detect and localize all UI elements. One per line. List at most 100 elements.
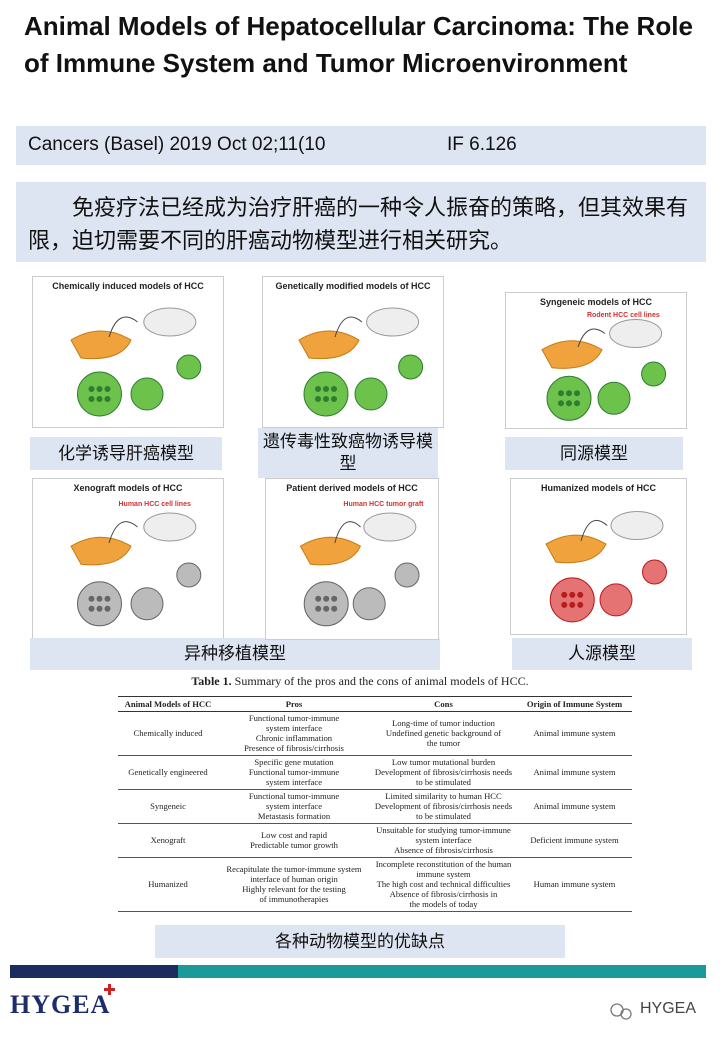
illustration-shape xyxy=(610,511,664,540)
cell-line: Specific gene mutation xyxy=(254,757,334,767)
table-cell: Animal immune system xyxy=(517,755,632,790)
figure-title: Syngeneic models of HCC xyxy=(539,297,653,307)
figure-label: Human HCC tumor graft xyxy=(343,501,424,509)
cell-line: Low cost and rapid xyxy=(260,830,328,840)
illustration xyxy=(70,512,202,627)
column-header: Pros xyxy=(218,696,370,712)
illustration xyxy=(299,512,420,627)
table-cell: Limited similarity to human HCC Developme… xyxy=(370,789,517,824)
column-header: Origin of Immune System xyxy=(517,696,632,712)
illustration-shape xyxy=(104,386,111,392)
illustration-shape xyxy=(641,361,667,387)
illustration-shape xyxy=(569,601,576,608)
illustration-shape xyxy=(130,377,164,411)
figure-image: Syngeneic models of HCC Rodent HCC cell l… xyxy=(505,292,687,429)
illustration-shape xyxy=(77,371,122,417)
cell-line: immune system xyxy=(416,869,471,879)
illustration-shape xyxy=(104,396,111,402)
figure-caption: 化学诱导肝癌模型 xyxy=(30,437,222,470)
table-cell: Long-time of tumor induction Undefined ge… xyxy=(370,711,517,756)
illustration-shape xyxy=(143,512,197,542)
table-cell: Chemically induced xyxy=(118,711,218,756)
cell-line: to be stimulated xyxy=(416,777,471,787)
illustration xyxy=(70,307,202,417)
cell-line: Chemically induced xyxy=(133,728,203,738)
illustration-shape xyxy=(574,400,580,407)
table-cell: Xenograft xyxy=(118,823,218,858)
table-cell: Low cost and rapid Predictable tumor grow… xyxy=(218,823,370,858)
illustration-shape xyxy=(577,328,606,348)
cell-line: Animal immune system xyxy=(533,728,616,738)
figure-title: Chemically induced models of HCC xyxy=(52,281,204,291)
illustration-shape xyxy=(108,521,138,544)
figure-caption: 异种移植模型 xyxy=(30,638,440,670)
illustration-shape xyxy=(574,390,580,397)
figure-title: Patient derived models of HCC xyxy=(286,483,418,493)
cell-line: system interface xyxy=(265,777,323,787)
cell-line: Predictable tumor growth xyxy=(250,840,338,850)
table-cell: Specific gene mutation Functional tumor-i… xyxy=(218,755,370,790)
cell-line: Incomplete reconstitution of the human xyxy=(375,859,512,869)
illustration-shape xyxy=(70,536,132,566)
cell-line: Chronic inflammation xyxy=(255,733,333,743)
illustration-shape xyxy=(566,400,572,407)
illustration-shape xyxy=(176,354,202,380)
illustration-shape xyxy=(331,396,337,402)
account: HYGEA xyxy=(640,1000,697,1017)
cell-line: Absence of fibrosis/cirrhosis in xyxy=(389,889,498,899)
cell-line: Unsuitable for studying tumor-immune xyxy=(376,825,511,835)
illustration-shape xyxy=(609,319,663,348)
table-cell: Low tumor mutational burden Development o… xyxy=(370,755,517,790)
citation-bar: Cancers (Basel) 2019 Oct 02;11(10 IF 6.1… xyxy=(16,126,706,165)
cell-line: Deficient immune system xyxy=(530,835,619,845)
table-row: Syngeneic Functional tumor-immune system i… xyxy=(118,789,632,824)
cell-line: Undefined genetic background of xyxy=(385,728,502,738)
cell-line: Long-time of tumor induction xyxy=(392,718,495,728)
illustration-shape xyxy=(96,386,103,392)
illustration-shape xyxy=(88,595,95,602)
illustration-shape xyxy=(323,386,329,392)
table-row: Xenograft Low cost and rapid Predictable t… xyxy=(118,823,632,858)
table-cell: Humanized xyxy=(118,857,218,912)
figure-image: Genetically modified models of HCC xyxy=(262,276,444,428)
cell-line: Functional tumor-immune xyxy=(248,767,340,777)
cell-line: Metastasis formation xyxy=(257,811,331,821)
figure-image: Humanized models of HCC xyxy=(510,478,687,635)
table-cell: Genetically engineered xyxy=(118,755,218,790)
table-title: Table 1. Summary of the pros and the con… xyxy=(0,674,720,689)
illustration-shape xyxy=(323,396,329,402)
cell-line: Presence of fibrosis/cirrhosis xyxy=(244,743,344,753)
illustration-shape xyxy=(354,377,388,411)
illustration-shape xyxy=(545,534,607,564)
illustration-shape xyxy=(70,330,132,360)
citation: Cancers (Basel) 2019 Oct 02;11(10 xyxy=(28,134,326,155)
illustration-shape xyxy=(323,605,330,612)
table-row: Humanized Recapitulate the tumor-immune s… xyxy=(118,857,632,912)
illustration-shape xyxy=(315,605,322,612)
illustration-shape xyxy=(315,396,321,402)
title: Animal Models of Hepatocellular Carcinom… xyxy=(24,11,693,78)
illustration-shape xyxy=(96,605,103,612)
table-label: Table 1. xyxy=(191,674,232,688)
table: Animal Models of HCC Pros Cons Origin of Im… xyxy=(118,696,632,912)
cell-line: Functional tumor-immune xyxy=(248,791,340,801)
illustration-shape xyxy=(96,396,103,402)
illustration-shape xyxy=(558,390,564,397)
cell-line: Low tumor mutational burden xyxy=(391,757,496,767)
illustration-shape xyxy=(352,587,386,621)
illustration-shape xyxy=(88,605,95,612)
illustration-shape xyxy=(331,595,338,602)
impact-factor: IF 6.126 xyxy=(447,134,517,155)
footer-bar xyxy=(10,965,178,978)
illustration-shape xyxy=(96,595,103,602)
illustration-shape xyxy=(88,396,95,402)
illustration-shape xyxy=(561,601,568,608)
figure-caption: 人源模型 xyxy=(512,638,692,670)
table-cell: Functional tumor-immune system interface M… xyxy=(218,789,370,824)
table-row: Chemically induced Functional tumor-immun… xyxy=(118,711,632,756)
figure-title: Xenograft models of HCC xyxy=(73,483,183,493)
cell-line: Development of fibrosis/cirrhosis needs xyxy=(374,801,513,811)
cell-line: Absence of fibrosis/cirrhosis xyxy=(394,845,493,855)
table-cell: Animal immune system xyxy=(517,789,632,824)
